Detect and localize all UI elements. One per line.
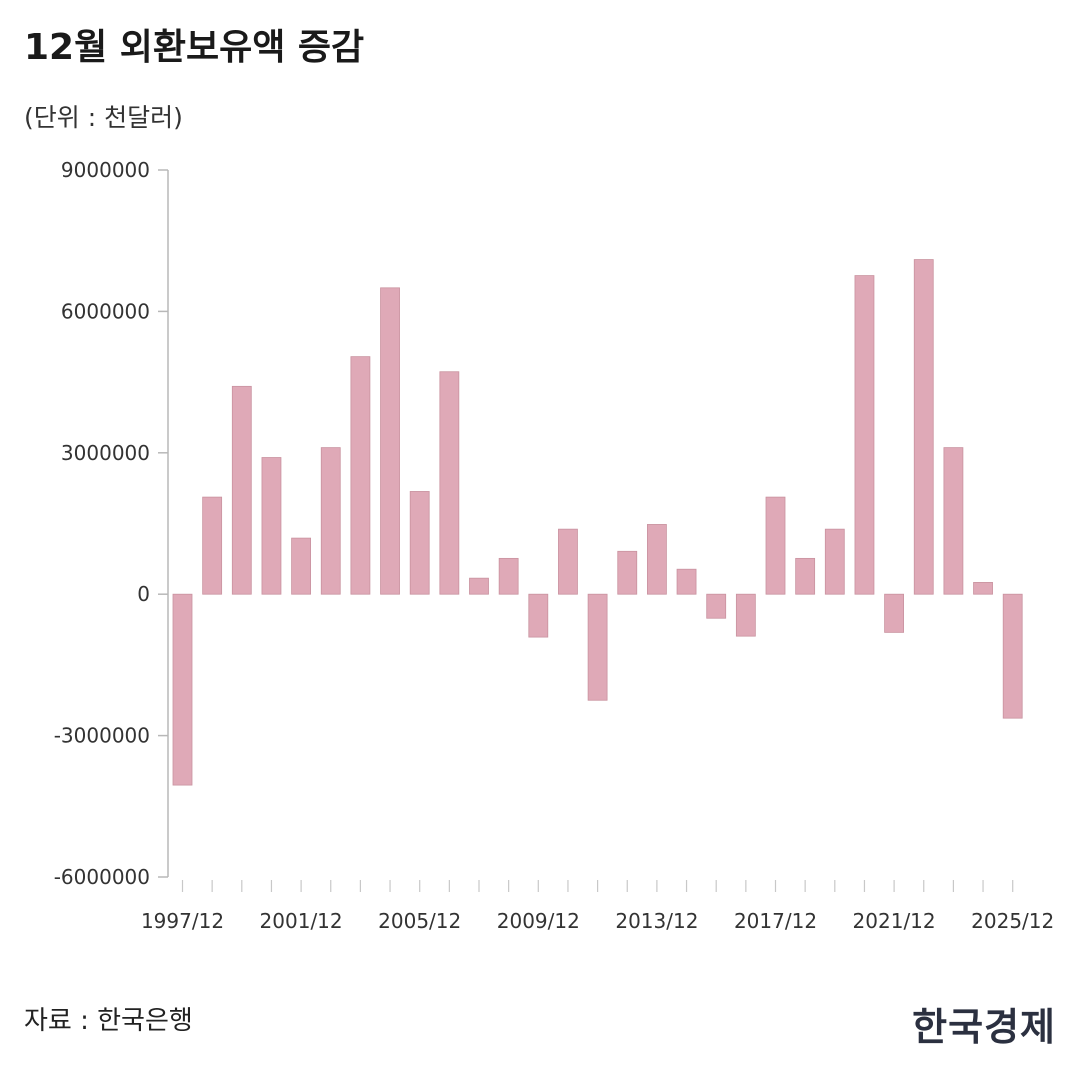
bar-2025-12: 2025/12: -2630000 <box>1002 593 1023 719</box>
bar-2008-12: 2008/12: 760000 <box>498 557 519 595</box>
x-tick-label: 2017/12 <box>734 909 817 933</box>
bar-2000-12: 2000/12: 2900000 <box>261 457 282 595</box>
x-tick-label: 2025/12 <box>971 909 1054 933</box>
bar-2017-12: 2017/12: 2060000 <box>765 496 786 595</box>
x-tick-label: 2021/12 <box>853 909 936 933</box>
bar-2009-12: 2009/12: -910000 <box>528 593 549 638</box>
bar-2023-12: 2023/12: 3110000 <box>943 447 964 595</box>
source-label: 자료 : 한국은행 <box>24 1006 193 1036</box>
y-tick-label: 3000000 <box>61 441 150 465</box>
bar-1997-12: 1997/12: -4050000 <box>172 593 193 786</box>
x-tick-label: 2013/12 <box>615 909 698 933</box>
x-tick-label: 1997/12 <box>141 909 224 933</box>
bar-2007-12: 2007/12: 340000 <box>469 577 489 595</box>
bar-2018-12: 2018/12: 760000 <box>795 557 816 595</box>
y-tick-label: 6000000 <box>61 299 150 323</box>
bar-2013-12: 2013/12: 1480000 <box>647 524 667 595</box>
x-axis: 1997/12 2001/12 2005/12 2009/12 2013/12 2017/… <box>141 880 1054 933</box>
brand-logo: 한국경제 <box>912 1004 1056 1049</box>
bar-2004-12: 2004/12: 6500000 <box>380 287 400 595</box>
bar-2015-12: 2015/12: -510000 <box>706 593 727 619</box>
bar-2006-12: 2006/12: 4720000 <box>439 371 460 595</box>
bar-2001-12: 2001/12: 1190000 <box>291 537 312 595</box>
chart-title: 12월 외환보유액 증감 <box>24 27 365 68</box>
bar-2019-12: 2019/12: 1380000 <box>824 528 845 595</box>
bar-1999-12: 1999/12: 4410000 <box>231 385 252 595</box>
bar-2011-12: 2011/12: -2250000 <box>587 593 608 701</box>
bar-2022-12: 2022/12: 7100000 <box>913 259 934 595</box>
bar-2010-12: 2010/12: 1380000 <box>558 528 578 595</box>
y-tick-label: -3000000 <box>54 724 150 748</box>
y-tick-label: 0 <box>137 582 150 606</box>
bar-2012-12: 2012/12: 910000 <box>617 550 638 595</box>
bars: 1997/12: -4050000 1998/12: 2060000 1999/12… <box>172 259 1023 786</box>
y-tick-label: -6000000 <box>54 865 150 889</box>
bar-2020-12: 2020/12: 6760000 <box>854 275 875 595</box>
bar-2016-12: 2016/12: -890000 <box>735 593 756 637</box>
bar-2014-12: 2014/12: 530000 <box>676 568 697 595</box>
x-tick-label: 2001/12 <box>260 909 343 933</box>
bar-1998-12: 1998/12: 2060000 <box>202 496 223 595</box>
bar-2024-12: 2024/12: 250000 <box>973 582 993 595</box>
x-tick-label: 2009/12 <box>497 909 580 933</box>
bar-2002-12: 2002/12: 3110000 <box>320 447 341 595</box>
bar-2003-12: 2003/12: 5040000 <box>350 356 371 595</box>
bar-2005-12: 2005/12: 2180000 <box>409 491 430 595</box>
y-tick-label: 9000000 <box>61 158 150 182</box>
unit-label: (단위 : 천달러) <box>24 103 183 132</box>
x-tick-label: 2005/12 <box>378 909 461 933</box>
y-axis: 9000000 6000000 3000000 0 -3000000 -6000000 <box>54 158 169 889</box>
bar-2021-12: 2021/12: -810000 <box>884 593 904 633</box>
